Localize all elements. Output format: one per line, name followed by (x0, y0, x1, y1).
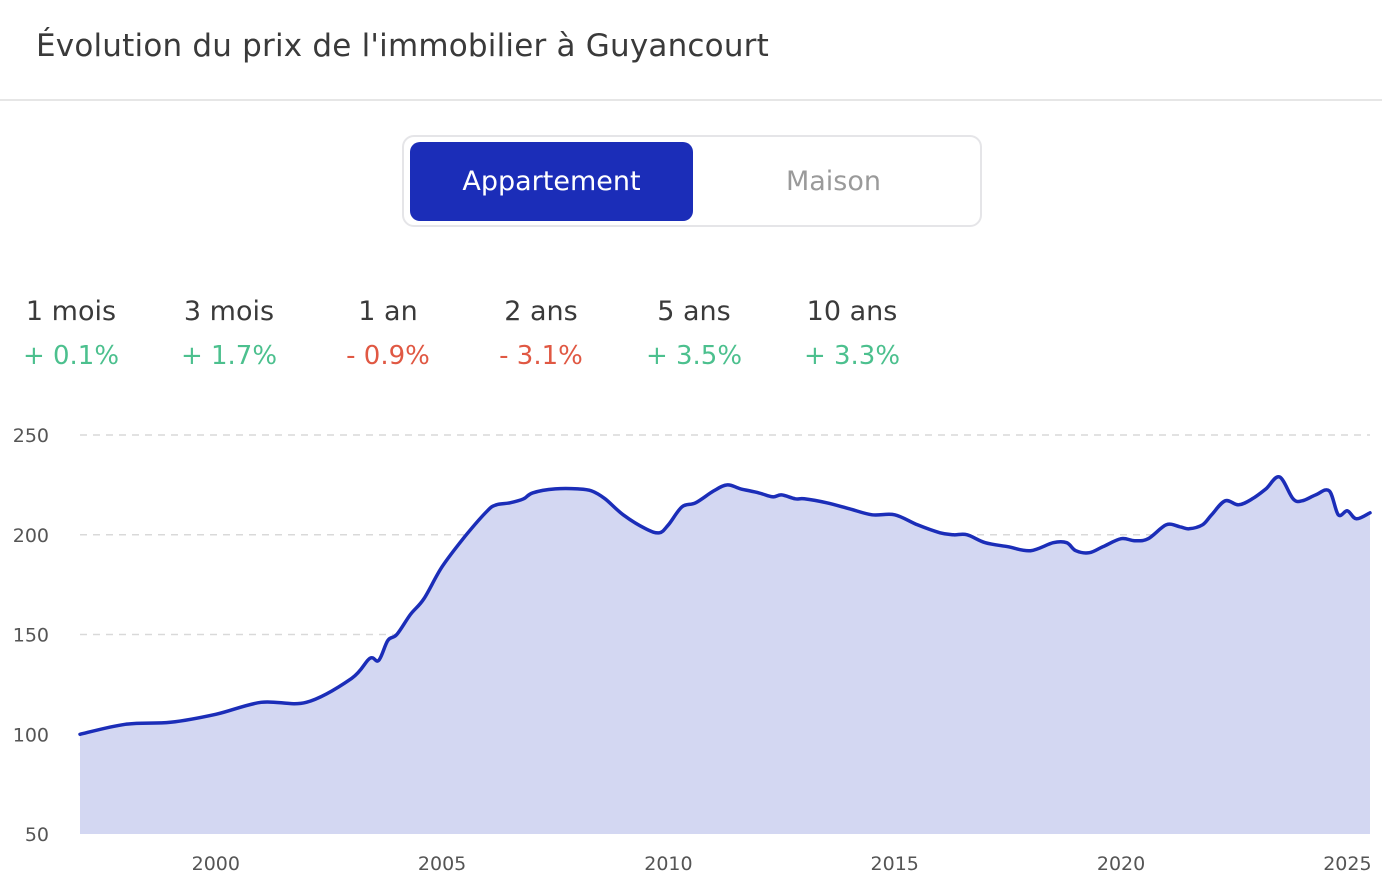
x-tick-label: 2020 (1097, 853, 1145, 875)
stat-label: 10 ans (806, 296, 898, 327)
x-tick-label: 2000 (192, 853, 240, 875)
stat-10-ans: 10 ans + 3.3% (772, 296, 932, 371)
y-tick-label: 150 (13, 625, 49, 647)
appartement-tab[interactable]: Appartement (410, 142, 693, 221)
stat-value: - 3.1% (499, 341, 583, 371)
stat-label: 2 ans (504, 296, 578, 327)
stat-3-mois: 3 mois + 1.7% (149, 296, 309, 371)
header: Évolution du prix de l'immobilier à Guya… (0, 0, 1382, 101)
y-tick-label: 200 (13, 525, 49, 547)
x-axis: 2000 2005 2010 2015 2020 2025 (192, 853, 1372, 875)
stat-value: + 0.1% (22, 341, 120, 371)
stat-value: + 1.7% (180, 341, 278, 371)
stat-value: + 3.3% (803, 341, 901, 371)
stat-label: 1 mois (25, 296, 117, 327)
property-type-toggle: Appartement Maison (402, 135, 982, 227)
x-tick-label: 2010 (644, 853, 692, 875)
page-title: Évolution du prix de l'immobilier à Guya… (36, 28, 769, 64)
y-axis: 50 100 150 200 250 (13, 425, 49, 846)
y-tick-label: 250 (13, 425, 49, 447)
stat-2-ans: 2 ans - 3.1% (461, 296, 621, 371)
x-tick-label: 2015 (871, 853, 919, 875)
stat-value: + 3.5% (645, 341, 743, 371)
y-tick-label: 100 (13, 724, 49, 746)
price-area (80, 476, 1370, 834)
stat-label: 1 an (358, 296, 418, 327)
stat-1-mois: 1 mois + 0.1% (0, 296, 151, 371)
stat-label: 5 ans (657, 296, 731, 327)
x-tick-label: 2025 (1323, 853, 1371, 875)
price-change-stats: 1 mois + 0.1% 3 mois + 1.7% 1 an - 0.9% … (0, 296, 1382, 386)
stat-1-an: 1 an - 0.9% (308, 296, 468, 371)
price-line (78, 475, 1372, 737)
x-tick-label: 2005 (418, 853, 466, 875)
stat-label: 3 mois (183, 296, 275, 327)
stat-value: - 0.9% (346, 341, 430, 371)
stat-5-ans: 5 ans + 3.5% (614, 296, 774, 371)
price-chart: 50 100 150 200 250 2000 2005 2010 2015 2020 2025 (13, 425, 1372, 875)
maison-tab[interactable]: Maison (785, 166, 882, 197)
y-tick-label: 50 (25, 824, 49, 846)
